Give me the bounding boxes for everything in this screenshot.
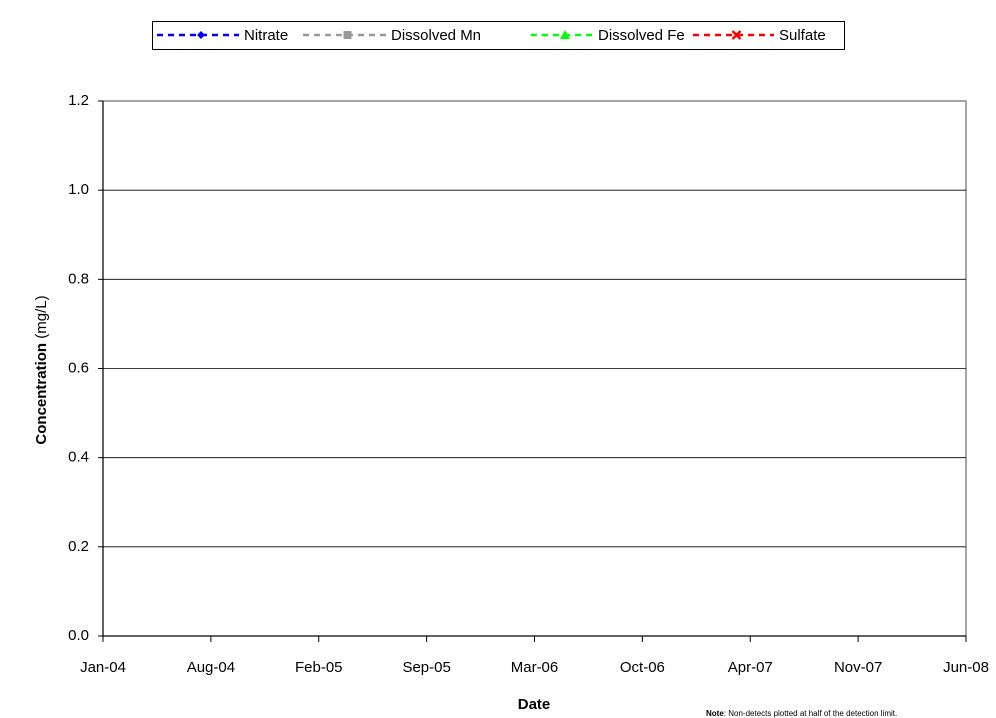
- y-tick-label: 0.4: [68, 449, 89, 466]
- y-axis-title: Concentration: [33, 343, 50, 445]
- x-tick-label: Oct-06: [620, 659, 665, 676]
- y-axis-unit: (mg/L): [33, 295, 50, 338]
- x-tick-label: Feb-05: [295, 659, 343, 676]
- y-tick-label: 1.2: [68, 92, 89, 109]
- x-tick-label: Jun-08: [943, 659, 989, 676]
- y-tick-label: 0.6: [68, 359, 89, 376]
- note-label: Note: [706, 709, 724, 718]
- note-text: : Non-detects plotted at half of the det…: [724, 709, 897, 718]
- y-tick-label: 0.8: [68, 270, 89, 287]
- legend-marker: [560, 30, 570, 39]
- x-tick-label: Apr-07: [728, 659, 773, 676]
- legend-label: Sulfate: [779, 27, 826, 44]
- legend-marker: [731, 30, 742, 40]
- note: Note: Non-detects plotted at half of the…: [706, 709, 897, 718]
- x-tick-label: Mar-06: [511, 659, 559, 676]
- y-tick-label: 0.2: [68, 538, 89, 555]
- legend-label: Nitrate: [244, 27, 288, 44]
- x-tick-label: Aug-04: [187, 659, 235, 676]
- y-axis-label: Concentration (mg/L): [33, 295, 50, 444]
- x-tick-label: Nov-07: [834, 659, 882, 676]
- y-tick-label: 0.0: [68, 627, 89, 644]
- legend-marker: [343, 31, 352, 39]
- x-axis-label: Date: [518, 696, 551, 713]
- legend-marker: [197, 31, 205, 39]
- y-tick-label: 1.0: [68, 181, 89, 198]
- legend-label: Dissolved Fe: [598, 27, 685, 44]
- x-tick-label: Jan-04: [80, 659, 126, 676]
- x-tick-label: Sep-05: [402, 659, 450, 676]
- legend-label: Dissolved Mn: [391, 27, 481, 44]
